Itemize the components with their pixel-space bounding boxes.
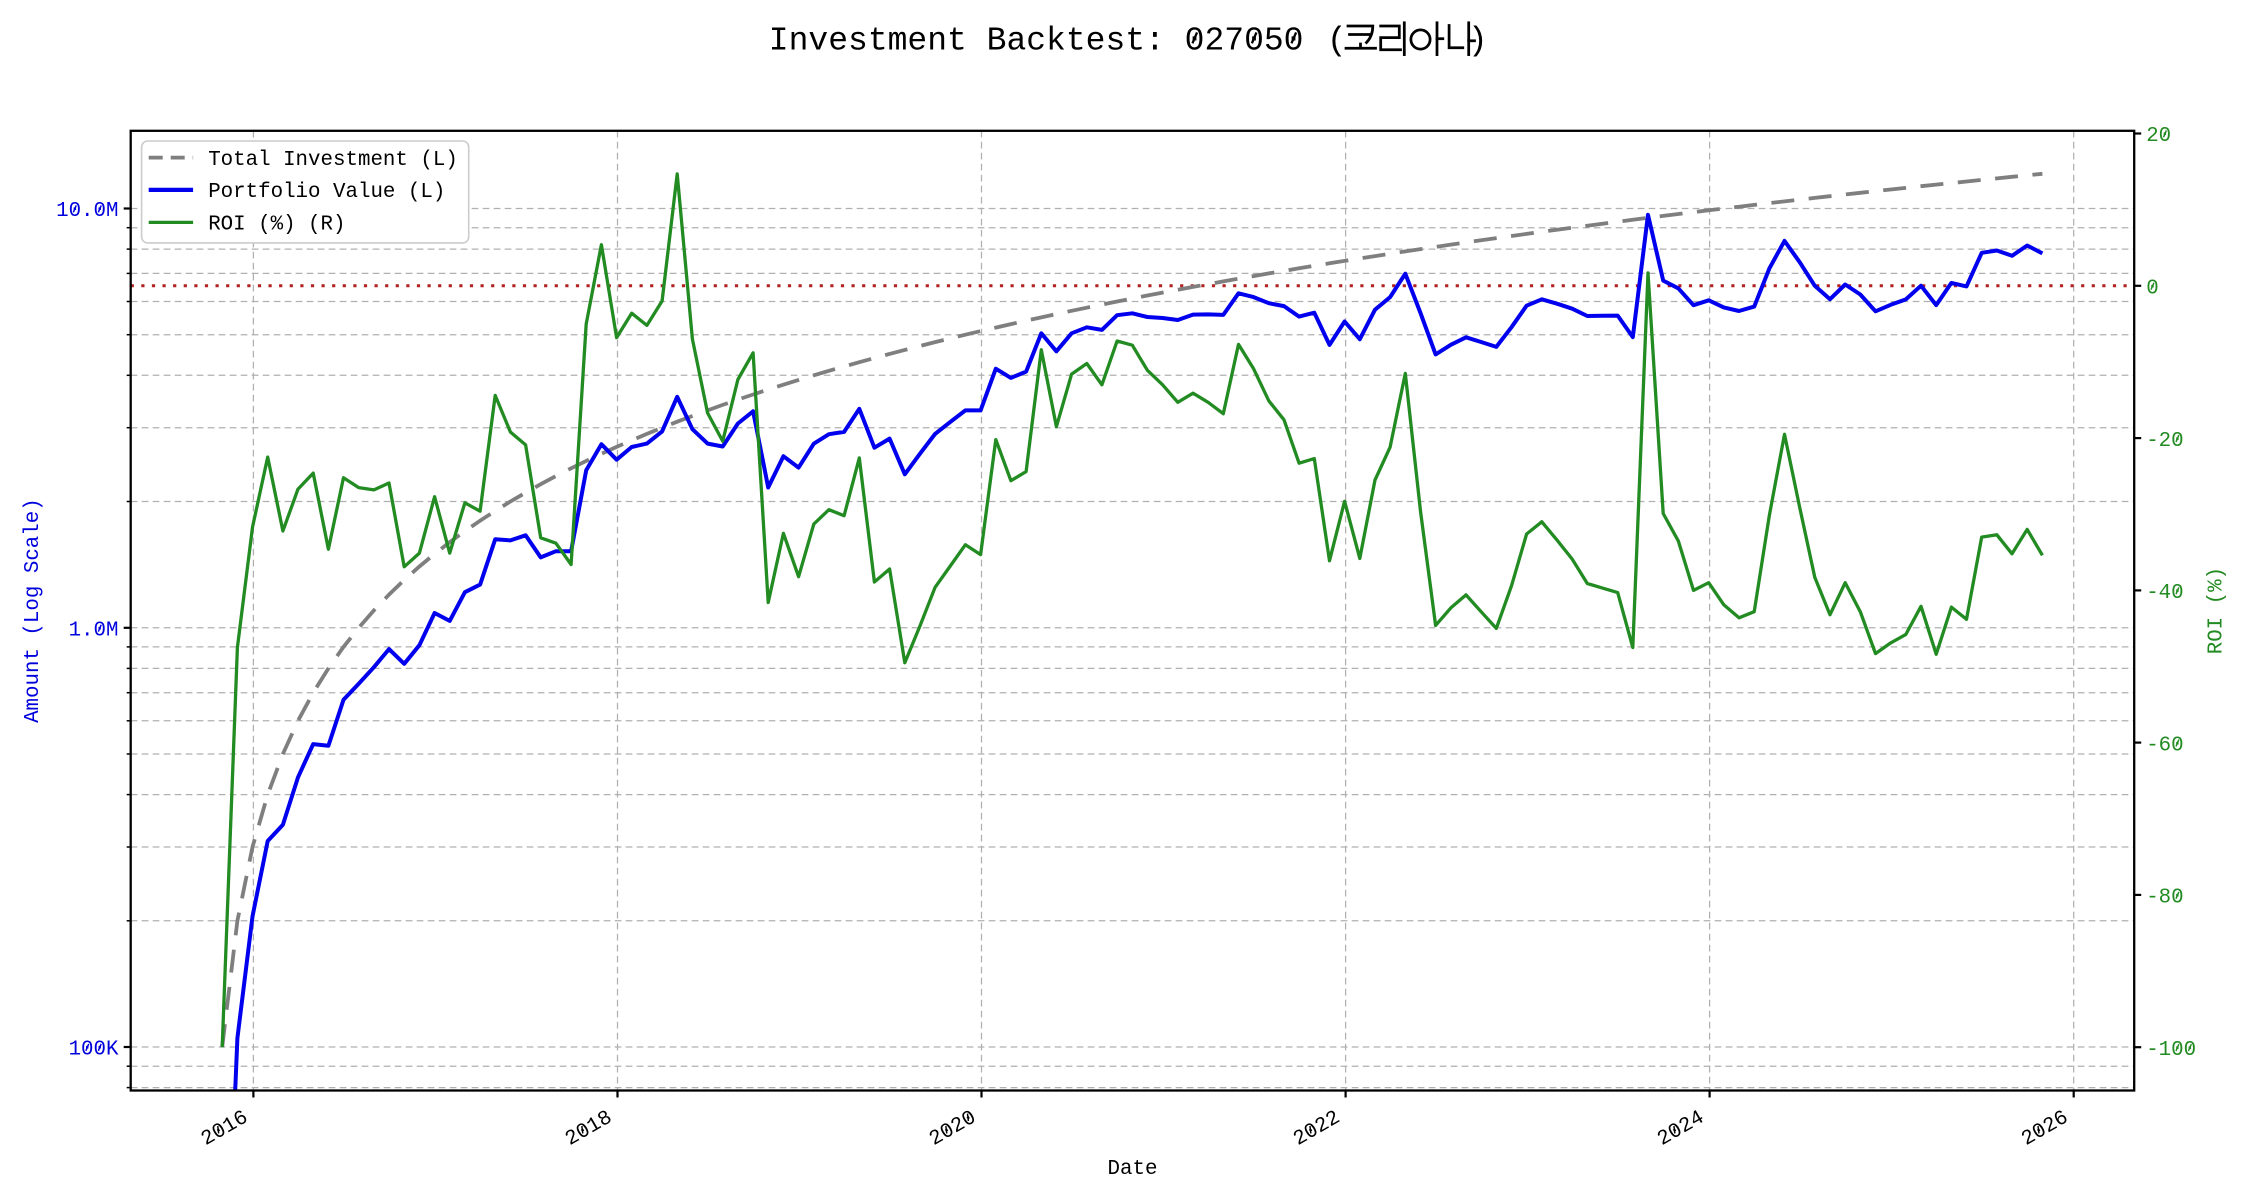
svg-text:10.0M: 10.0M (56, 200, 118, 223)
svg-text:ROI (%): ROI (%) (2206, 567, 2229, 654)
svg-text:Investment Backtest: 027050: Investment Backtest: 027050 (769, 23, 1304, 60)
svg-text:Portfolio Value (L): Portfolio Value (L) (208, 181, 445, 204)
svg-text:): ) (1468, 23, 1488, 60)
svg-text:-40: -40 (2146, 582, 2183, 605)
svg-text:0: 0 (2146, 278, 2158, 301)
svg-text:-80: -80 (2146, 887, 2183, 910)
svg-text:Date: Date (1108, 1158, 1158, 1181)
svg-text:-20: -20 (2146, 430, 2183, 453)
svg-text:20: 20 (2146, 125, 2171, 148)
svg-text:1.0M: 1.0M (69, 620, 119, 643)
svg-text:Amount (Log Scale): Amount (Log Scale) (22, 498, 45, 723)
svg-text:-60: -60 (2146, 734, 2183, 757)
svg-text:ROI (%) (R): ROI (%) (R) (208, 214, 345, 237)
svg-text:-100: -100 (2146, 1039, 2196, 1062)
svg-text:Total Investment (L): Total Investment (L) (208, 149, 458, 172)
svg-text:(: ( (1327, 23, 1347, 60)
svg-text:100K: 100K (69, 1039, 119, 1062)
